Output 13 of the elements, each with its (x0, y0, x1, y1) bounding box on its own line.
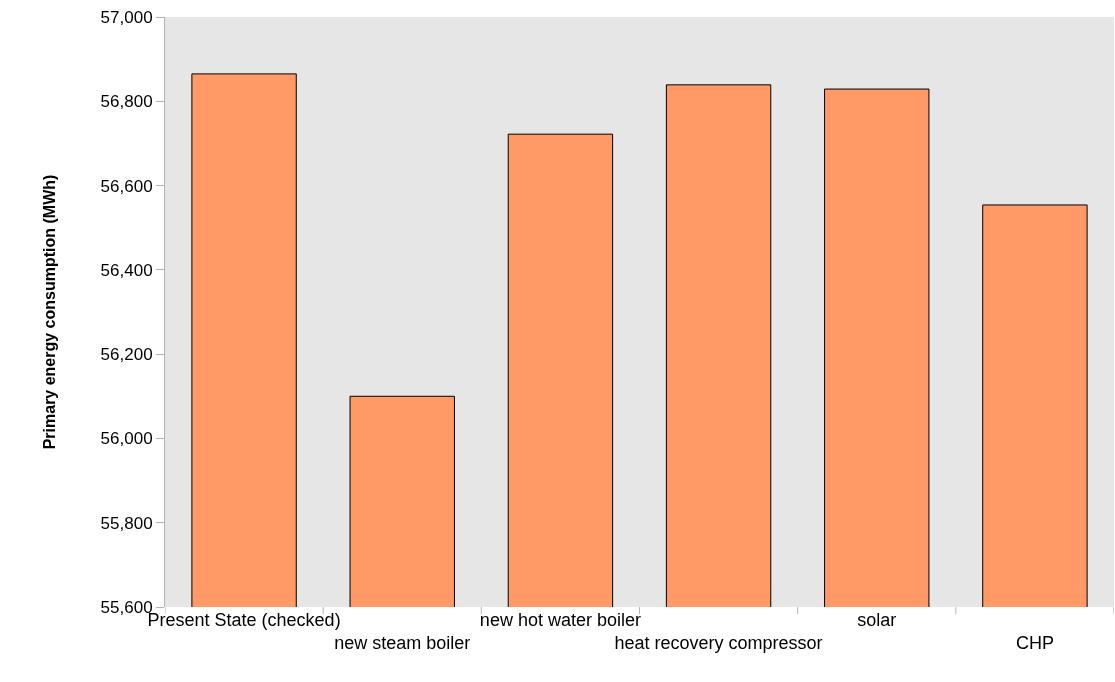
y-tick-label: 56,400 (100, 260, 153, 280)
y-tick-label: 56,200 (100, 345, 153, 365)
y-tick-label: 56,600 (100, 176, 153, 196)
x-tick-label: CHP (1015, 633, 1054, 654)
x-tick-label: new hot water boiler (479, 610, 641, 630)
y-tick-label: 55,800 (100, 513, 153, 533)
x-tick-label: heat recovery compressor (614, 633, 823, 654)
x-tick-label: solar (857, 610, 897, 630)
y-axis-title: Primary energy consumption (MWh) (41, 174, 59, 450)
y-tick-label: 56,000 (100, 429, 153, 449)
y-tick-label: 56,800 (100, 92, 153, 112)
x-tick-label: new steam boiler (334, 633, 471, 654)
y-tick-label: 57,000 (100, 7, 153, 27)
